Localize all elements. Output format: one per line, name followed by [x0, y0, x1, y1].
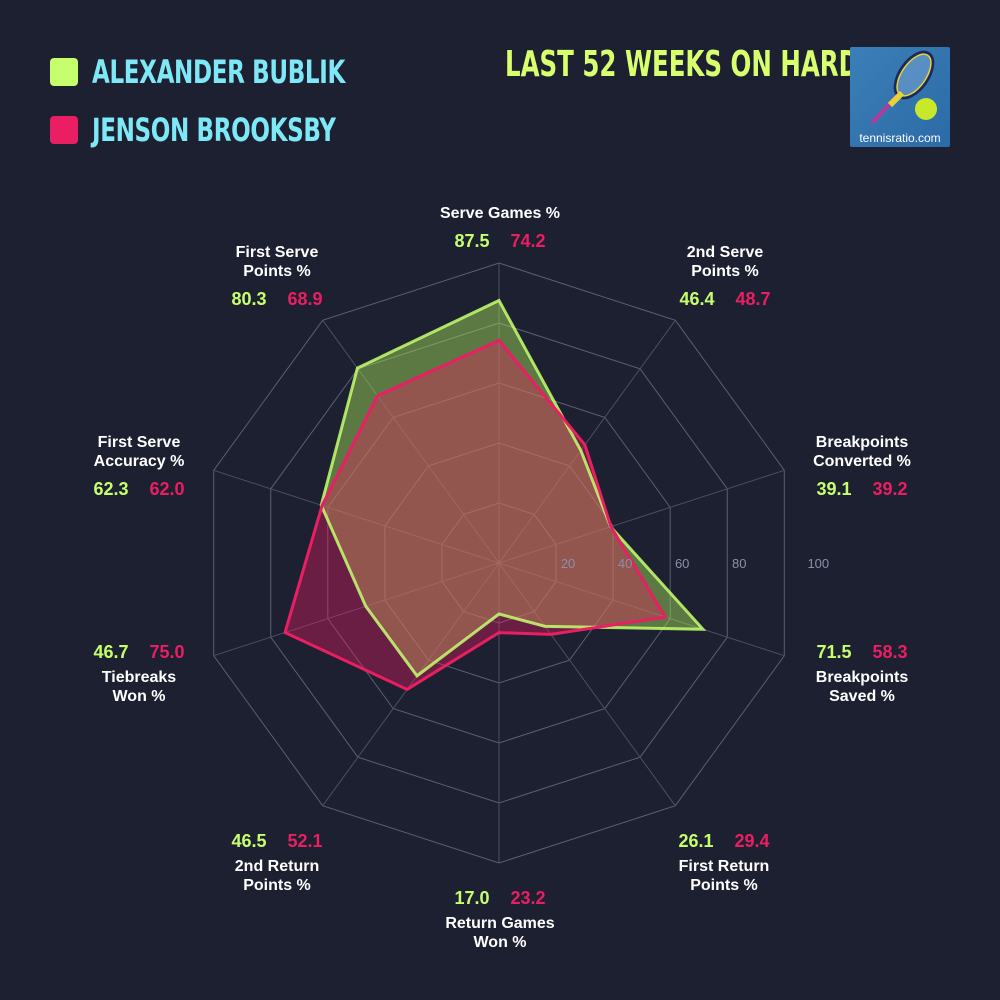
axis-label: Return Games [445, 915, 554, 932]
tick-label: 40 [618, 556, 632, 571]
axis-label: Won % [473, 934, 526, 951]
axis-label: Points % [243, 877, 311, 894]
tennisratio-logo: tennisratio.com [850, 47, 950, 147]
axis-label-group: 2nd Serve Points % 46.4 48.7 [679, 244, 770, 309]
legend-swatch-brooksby [50, 116, 78, 144]
grid-spoke [498, 562, 676, 806]
axis-label: Points % [690, 877, 758, 894]
axis-value-bublik: 46.4 [679, 289, 714, 309]
axis-label: First Return [679, 858, 770, 875]
grid-spoke [498, 469, 785, 564]
axis-label: Breakpoints [816, 434, 909, 451]
axis-value-bublik: 71.5 [816, 642, 851, 662]
grid-spoke [322, 320, 500, 564]
axis-value-bublik: 26.1 [678, 831, 713, 851]
logo-text: tennisratio.com [859, 131, 941, 145]
axis-label: Points % [691, 263, 759, 280]
axis-label: Converted % [813, 453, 911, 470]
axis-label: Won % [112, 688, 165, 705]
axis-label: Serve Games % [440, 205, 560, 222]
axis-label-group: Breakpoints Saved % 71.5 58.3 [816, 642, 909, 705]
series-area-0 [321, 300, 704, 676]
axis-value-brooksby: 68.9 [287, 289, 322, 309]
axis-value-bublik: 62.3 [93, 479, 128, 499]
axis-value-bublik: 17.0 [454, 888, 489, 908]
axis-value-brooksby: 23.2 [510, 888, 545, 908]
racket-icon [870, 50, 937, 125]
axis-label: Accuracy % [94, 453, 185, 470]
tick-label: 100 [807, 556, 829, 571]
axis-value-brooksby: 48.7 [735, 289, 770, 309]
axis-label: First Serve [98, 434, 181, 451]
axis-value-brooksby: 58.3 [872, 642, 907, 662]
axis-value-bublik: 46.5 [231, 831, 266, 851]
axis-label-group: First Return Points % 26.1 29.4 [678, 831, 769, 894]
legend-swatch-bublik [50, 58, 78, 86]
legend-label-bublik: ALEXANDER BUBLIK [92, 53, 345, 91]
axis-value-bublik: 87.5 [454, 231, 489, 251]
tick-label: 20 [561, 556, 575, 571]
axis-value-brooksby: 74.2 [510, 231, 545, 251]
axis-label-group: Return Games Won % 17.0 23.2 [445, 888, 554, 951]
grid-spoke [498, 562, 785, 657]
grid-spoke [213, 469, 500, 564]
tick-label: 60 [675, 556, 689, 571]
axis-value-brooksby: 62.0 [149, 479, 184, 499]
axis-label-group: First Serve Accuracy % 62.3 62.0 [93, 434, 184, 499]
tick-label: 80 [732, 556, 746, 571]
axis-label: 2nd Return [235, 858, 319, 875]
grid-spoke [213, 562, 500, 657]
axis-value-brooksby: 52.1 [287, 831, 322, 851]
legend: ALEXANDER BUBLIK JENSON BROOKSBY [50, 50, 443, 166]
axis-value-bublik: 39.1 [816, 479, 851, 499]
axis-label: Breakpoints [816, 669, 909, 686]
grid-spoke [322, 562, 500, 806]
legend-item-bublik: ALEXANDER BUBLIK [50, 50, 443, 94]
axis-label: Saved % [829, 688, 895, 705]
chart-title: LAST 52 WEEKS ON HARD [505, 44, 859, 85]
axis-label: First Serve [236, 244, 319, 261]
axis-label-group: Tiebreaks Won % 46.7 75.0 [93, 642, 184, 705]
axis-value-bublik: 46.7 [93, 642, 128, 662]
axis-label-group: Breakpoints Converted % 39.1 39.2 [813, 434, 911, 499]
axis-label: Points % [243, 263, 311, 280]
axis-value-brooksby: 75.0 [149, 642, 184, 662]
axis-label: Tiebreaks [102, 669, 177, 686]
axis-label-group: Serve Games % 87.5 74.2 [440, 205, 560, 251]
axis-value-bublik: 80.3 [231, 289, 266, 309]
axis-value-brooksby: 39.2 [872, 479, 907, 499]
axis-label: 2nd Serve [687, 244, 764, 261]
legend-item-brooksby: JENSON BROOKSBY [50, 108, 443, 152]
legend-label-brooksby: JENSON BROOKSBY [92, 111, 336, 149]
series-line-0 [319, 298, 707, 678]
axis-label-group: 2nd Return Points % 46.5 52.1 [231, 831, 322, 894]
axis-label-group: First Serve Points % 80.3 68.9 [231, 244, 322, 309]
grid-spoke [498, 320, 676, 564]
axis-value-brooksby: 29.4 [734, 831, 769, 851]
series-line-1 [283, 338, 668, 692]
